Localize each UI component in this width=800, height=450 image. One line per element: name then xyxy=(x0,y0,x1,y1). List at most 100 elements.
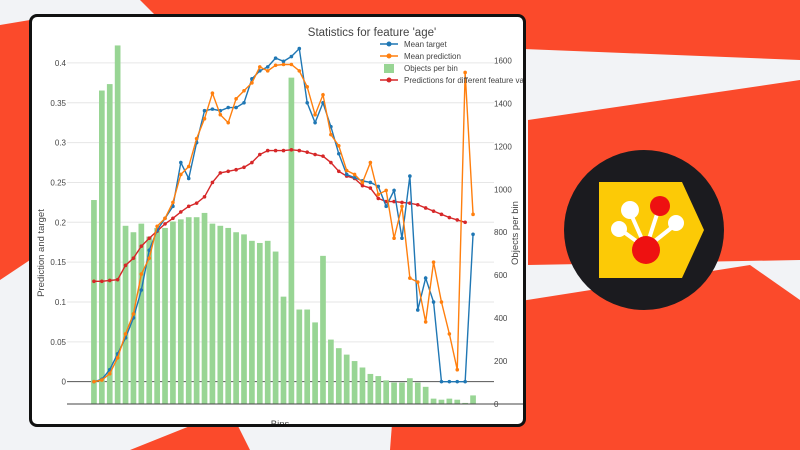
feature-predictions-point xyxy=(360,183,365,188)
mean-prediction-point xyxy=(313,112,317,117)
catboost-logo-icon xyxy=(564,150,724,310)
mean-prediction-point xyxy=(107,371,112,376)
mean-target-point xyxy=(226,105,231,110)
feature-predictions-point xyxy=(297,148,302,153)
y-tick-label: 0 xyxy=(62,378,67,387)
feature-predictions-point xyxy=(226,169,231,174)
mean-prediction-point xyxy=(242,89,246,93)
mean-prediction-point xyxy=(408,276,412,280)
mean-target-point xyxy=(455,379,460,384)
feature-predictions-point xyxy=(313,152,317,157)
mean-prediction-point xyxy=(186,164,191,169)
mean-prediction-point xyxy=(226,120,231,125)
left-axis-ticks: 0 0.05 0.1 0.15 0.2 0.25 0.3 0.35 0.4 xyxy=(50,59,66,387)
mean-prediction-point xyxy=(179,172,183,177)
feature-predictions-point xyxy=(289,147,294,152)
feature-predictions-point xyxy=(131,256,136,260)
mean-target-point xyxy=(297,46,302,51)
objects-bar xyxy=(209,223,216,404)
mean-target-point xyxy=(313,120,317,125)
feature-predictions-point xyxy=(234,167,238,172)
mean-prediction-point xyxy=(265,69,270,73)
objects-bar xyxy=(470,395,476,404)
legend-item-mean-target[interactable]: Mean target xyxy=(380,40,447,49)
feature-predictions-point xyxy=(100,279,104,284)
mean-prediction-point xyxy=(100,378,104,382)
feature-predictions-point xyxy=(210,180,215,185)
mean-target-point xyxy=(202,108,207,113)
legend-label-mean-target: Mean target xyxy=(404,40,447,49)
mean-prediction-point xyxy=(360,180,365,185)
legend-item-mean-prediction[interactable]: Mean prediction xyxy=(380,52,461,61)
chart-card: 0 0.05 0.1 0.15 0.2 0.25 0.3 0.35 0.4 0 200 400 600… xyxy=(29,14,526,427)
y2-tick-label: 800 xyxy=(494,228,508,237)
logo-node-white-top xyxy=(621,201,639,219)
legend-label-feature-predictions: Predictions for different feature values xyxy=(404,76,523,85)
mean-prediction-point xyxy=(194,136,199,141)
y2-axis-label: Objects per bin xyxy=(510,201,521,265)
mean-target-point xyxy=(384,204,388,209)
mean-prediction-point xyxy=(131,312,136,316)
mean-prediction-point xyxy=(471,212,475,217)
objects-bar xyxy=(185,217,192,404)
feature-statistics-chart: 0 0.05 0.1 0.15 0.2 0.25 0.3 0.35 0.4 0 200 400 600… xyxy=(36,27,523,424)
legend-label-objects-per-bin: Objects per bin xyxy=(404,64,458,73)
mean-prediction-point xyxy=(447,332,452,336)
objects-bar xyxy=(320,255,326,404)
series-lines xyxy=(92,46,475,384)
mean-target-point xyxy=(471,232,475,237)
objects-bar xyxy=(312,322,318,404)
feature-predictions-point xyxy=(258,152,262,157)
mean-target-point xyxy=(352,175,357,180)
mean-target-point xyxy=(344,172,349,177)
mean-prediction-point xyxy=(147,256,152,260)
objects-bar xyxy=(375,376,382,404)
objects-bar xyxy=(138,223,145,404)
feature-predictions-point xyxy=(273,148,278,153)
mean-prediction-point xyxy=(321,92,325,97)
y-tick-label: 0.3 xyxy=(55,139,67,148)
objects-bar xyxy=(288,77,295,404)
feature-predictions-point xyxy=(376,196,381,201)
feature-predictions-point xyxy=(250,160,254,165)
mean-prediction-point xyxy=(218,112,223,117)
objects-bar xyxy=(91,200,97,404)
objects-bar xyxy=(122,225,129,404)
legend-item-objects-per-bin[interactable]: Objects per bin xyxy=(384,64,458,73)
feature-predictions-point xyxy=(431,209,436,213)
y-tick-label: 0.2 xyxy=(55,218,67,227)
y-tick-label: 0.15 xyxy=(50,258,66,267)
objects-bar xyxy=(114,45,121,405)
feature-predictions-point xyxy=(321,154,325,158)
y-tick-label: 0.25 xyxy=(50,178,66,187)
objects-bar xyxy=(367,373,374,404)
objects-bar xyxy=(280,296,287,404)
feature-predictions-point xyxy=(463,220,467,225)
objects-bar xyxy=(430,398,437,404)
mean-target-point xyxy=(392,188,396,193)
objects-bar xyxy=(201,212,208,404)
objects-bar xyxy=(154,227,160,404)
legend-item-feature-predictions[interactable]: Predictions for different feature values xyxy=(380,76,523,85)
mean-target-point xyxy=(415,308,420,312)
mean-prediction-point xyxy=(115,355,120,360)
objects-bar xyxy=(99,90,105,404)
objects-bar xyxy=(422,386,429,404)
mean-target-point xyxy=(305,100,309,105)
mean-target-point xyxy=(376,184,381,189)
accent-shape-left xyxy=(0,20,30,280)
y2-tick-label: 1600 xyxy=(494,56,512,65)
mean-prediction-point xyxy=(155,224,159,229)
mean-target-point xyxy=(463,379,467,384)
feature-predictions-point xyxy=(163,222,167,226)
objects-bar xyxy=(249,240,255,404)
mean-prediction-point xyxy=(139,272,144,276)
feature-predictions-point xyxy=(179,210,183,214)
mean-prediction-point xyxy=(384,188,388,193)
y-tick-label: 0.35 xyxy=(50,99,66,108)
objects-bar xyxy=(106,84,113,405)
mean-target-point xyxy=(447,379,452,384)
feature-predictions-point xyxy=(107,278,112,283)
objects-bar xyxy=(272,251,279,404)
mean-prediction-point xyxy=(202,116,207,121)
